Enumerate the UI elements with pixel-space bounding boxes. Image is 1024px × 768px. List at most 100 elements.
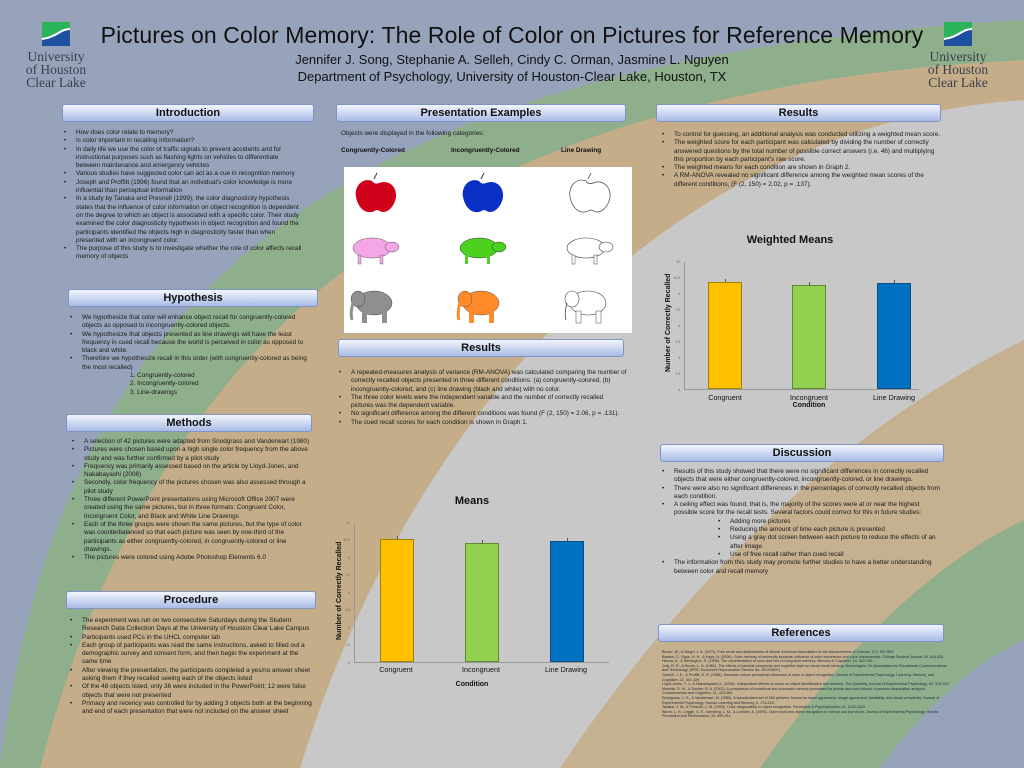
procedure-bullet: Each group of participants was read the … bbox=[68, 642, 312, 667]
elephant-line-drawing-icon bbox=[564, 290, 607, 324]
y-tick: 9 bbox=[348, 556, 350, 560]
discussion-bullet: A ceiling effect was found, that is, the… bbox=[660, 501, 944, 518]
university-logo-right: University of Houston Clear Lake bbox=[918, 22, 998, 89]
procedure-bullet: Of the 48 objects listed, only 36 were i… bbox=[68, 683, 312, 700]
y-tick: 3 bbox=[678, 356, 680, 360]
bar-congruent bbox=[380, 539, 414, 662]
uhcl-logo-icon bbox=[42, 22, 70, 46]
introduction-heading: Introduction bbox=[62, 104, 314, 122]
results-bullet: The weighted score for each participant … bbox=[660, 139, 942, 164]
results-bullet: The cued recall scores for each conditio… bbox=[337, 419, 627, 428]
methods-bullet: Frequency was primarily assessed based o… bbox=[70, 463, 310, 480]
y-tick: 3 bbox=[348, 626, 350, 630]
results-bullet: The three color levels were the independ… bbox=[337, 394, 627, 411]
x-tick-label: Line Drawing bbox=[873, 393, 915, 402]
poster-header: Pictures on Color Memory: The Role of Co… bbox=[100, 22, 924, 85]
category-incongruent: Incongruently-Colored bbox=[451, 147, 520, 154]
pig-congruent-icon bbox=[352, 237, 400, 265]
methods-heading: Methods bbox=[66, 414, 312, 432]
y-tick: 7.5 bbox=[675, 308, 680, 312]
error-bar bbox=[482, 540, 483, 543]
bar-incongruent bbox=[792, 285, 826, 389]
reference-item: Jolly, R. R., & Borns, L. H. (1981). The… bbox=[662, 663, 947, 673]
category-line-drawing: Line Drawing bbox=[561, 147, 602, 154]
apple-incongruent-icon bbox=[462, 172, 504, 213]
reference-item: Snodgrass, J. G., & Vanderwart, M. (1980… bbox=[662, 695, 940, 705]
procedure-bullet: The experiment was run on two consecutiv… bbox=[68, 617, 312, 634]
x-tick-label: Line Drawing bbox=[545, 665, 587, 674]
procedure-bullet: After viewing the presentation, the part… bbox=[68, 667, 312, 684]
procedure-heading: Procedure bbox=[66, 591, 316, 609]
y-tick: 9 bbox=[678, 292, 680, 296]
reference-item: Tanaka, J. W., & Presnell, L. M. (1999).… bbox=[662, 705, 866, 710]
methods-bullet: A selection of 42 pictures were adapted … bbox=[70, 438, 310, 447]
reference-item: Hanna, A., & Remington, R. (1996). The r… bbox=[662, 659, 874, 664]
y-tick: 10.5 bbox=[343, 538, 350, 542]
error-bar bbox=[397, 536, 398, 539]
pig-incongruent-icon bbox=[459, 237, 507, 264]
y-tick: 6 bbox=[348, 591, 350, 595]
y-tick: 10.5 bbox=[673, 276, 680, 280]
y-tick: 1.5 bbox=[675, 372, 680, 376]
intro-bullet: The purpose of this study is to investig… bbox=[62, 245, 302, 262]
intro-bullet: In a study by Tanaka and Presnell (1999)… bbox=[62, 195, 302, 245]
example-images-panel bbox=[344, 167, 632, 333]
reference-item: Bevan, W., & Magni, J. A. (1971). Free r… bbox=[662, 650, 895, 654]
methods-section: A selection of 42 pictures were adapted … bbox=[70, 438, 310, 563]
bar-line-drawing bbox=[550, 541, 584, 662]
y-tick: 1.5 bbox=[345, 643, 350, 647]
error-bar bbox=[894, 280, 895, 283]
hypothesis-heading: Hypothesis bbox=[68, 289, 318, 307]
intro-bullet: Joseph and Proffitt (1996) found that an… bbox=[62, 179, 302, 196]
intro-bullet: Is color important in recalling informat… bbox=[62, 137, 302, 146]
x-tick-label: Congruent bbox=[708, 393, 742, 402]
university-logo-left: University of Houston Clear Lake bbox=[16, 22, 96, 89]
pig-line-drawing-icon bbox=[566, 237, 614, 265]
discussion-section: Results of this study showed that there … bbox=[660, 468, 944, 576]
hypothesis-bullet: We hypothesize that objects presented as… bbox=[68, 331, 312, 356]
procedure-section: The experiment was run on two consecutiv… bbox=[68, 617, 312, 717]
discussion-sub-bullet: Using a gray dot screen between each pic… bbox=[660, 534, 944, 551]
chart-title: Means bbox=[454, 495, 490, 507]
plot-area bbox=[354, 523, 609, 663]
reference-item: Joseph, J. E., & Proffitt, D. R. (1996).… bbox=[662, 672, 935, 682]
poster-title: Pictures on Color Memory: The Role of Co… bbox=[100, 22, 924, 48]
bar-incongruent bbox=[465, 543, 499, 662]
results-heading-right: Results bbox=[656, 104, 941, 122]
category-congruent: Congruently-Colored bbox=[341, 147, 405, 154]
discussion-sub-bullet: Reducing the amount of time each picture… bbox=[660, 526, 944, 535]
y-tick: 4.5 bbox=[345, 608, 350, 612]
means-chart: Means Number of Correctly Recalled 12 10… bbox=[332, 495, 612, 695]
uhcl-logo-icon bbox=[944, 22, 972, 46]
hypothesis-bullet: Therefore we hypothesize recall in this … bbox=[68, 355, 312, 372]
error-bar bbox=[809, 282, 810, 285]
reference-item: Mcbride, D. M., & Dosher, B. A. (2002). … bbox=[662, 686, 926, 696]
x-tick-label: Incongruent bbox=[790, 393, 828, 402]
y-tick: 12 bbox=[346, 521, 350, 525]
y-tick: 4.5 bbox=[675, 340, 680, 344]
hypothesis-order-item: 3. Line-drawings bbox=[130, 388, 177, 396]
results-bullet: To control for guessing, an additional a… bbox=[660, 131, 942, 140]
discussion-sub-bullet: Adding more pictures bbox=[660, 518, 944, 527]
intro-bullet: Various studies have suggested color can… bbox=[62, 170, 302, 179]
bar-congruent bbox=[708, 282, 742, 389]
references-heading: References bbox=[658, 624, 944, 642]
hypothesis-section: We hypothesize that color will enhance o… bbox=[68, 314, 312, 397]
y-tick: 0 bbox=[348, 661, 350, 665]
weighted-means-chart: Weighted Means Number of Correctly Recal… bbox=[660, 234, 920, 414]
hypothesis-order-item: 2. Incongruently-colored bbox=[130, 380, 199, 388]
discussion-bullet: Results of this study showed that there … bbox=[660, 468, 944, 485]
results-bullet: The weighted means for each condition ar… bbox=[660, 164, 942, 173]
introduction-section: How does color relate to memory? Is colo… bbox=[62, 129, 302, 262]
y-tick: 7.5 bbox=[345, 573, 350, 577]
discussion-sub-bullet: Use of free recall rather than cued reca… bbox=[660, 551, 944, 560]
plot-area bbox=[684, 262, 919, 390]
elephant-congruent-icon bbox=[349, 290, 393, 323]
results-bullet: No significant difference among the diff… bbox=[337, 410, 627, 419]
elephant-incongruent-icon bbox=[456, 290, 500, 323]
reference-item: Wurm, L. H., Legge, G. E., Isenberg, L. … bbox=[662, 709, 939, 719]
presentation-examples-heading: Presentation Examples bbox=[336, 104, 626, 122]
chart-title: Weighted Means bbox=[746, 234, 834, 246]
discussion-bullet: There were also no significant differenc… bbox=[660, 485, 944, 502]
discussion-bullet: The information from this study may prom… bbox=[660, 559, 944, 576]
